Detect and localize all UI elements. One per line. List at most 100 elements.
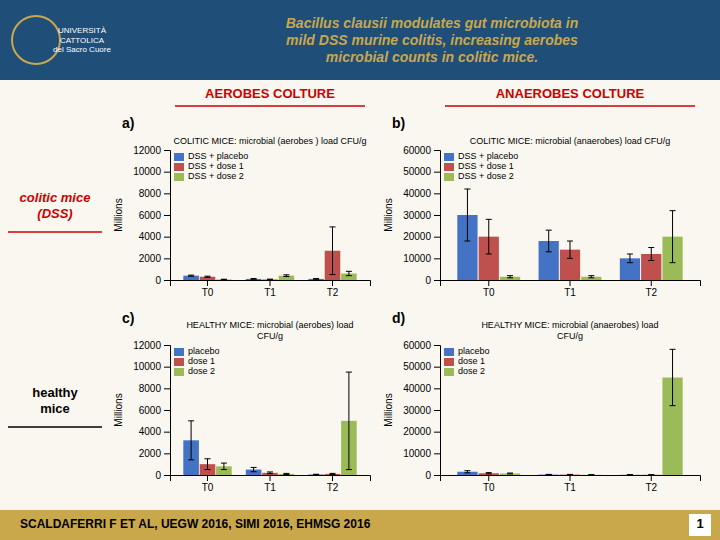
legend-label: DSS + dose 1 (188, 161, 244, 171)
tick-label: 50000 (403, 166, 431, 177)
page-title: Bacillus clausii modulates gut microbiot… (286, 15, 579, 65)
tick-label: T0 (202, 287, 214, 298)
row-label-rule (8, 426, 102, 428)
legend-swatch (444, 358, 454, 366)
tick-mark (434, 172, 440, 173)
y-tick: 6000 (139, 405, 170, 416)
row-label-rule (8, 231, 102, 233)
error-bar (464, 189, 470, 241)
bar (216, 279, 232, 280)
error-bar (567, 474, 573, 475)
tick-mark (434, 432, 440, 433)
bar (262, 473, 278, 475)
tick-label: 6000 (139, 210, 162, 221)
x-axis: T0T1T2 (171, 280, 371, 298)
text-line: CATTOLICA (60, 36, 105, 45)
legend-label: dose 2 (458, 366, 485, 376)
text-line: CFU/g (557, 331, 583, 341)
bar (500, 473, 520, 475)
series (479, 219, 662, 280)
tick-mark (434, 258, 440, 259)
section-rule (175, 105, 365, 107)
bar (641, 474, 661, 475)
tick-label: 60000 (403, 340, 431, 351)
tick-label: T1 (264, 482, 276, 493)
error-bar (546, 474, 552, 475)
error-bar (346, 271, 352, 275)
error-bar (205, 459, 211, 470)
series (479, 473, 662, 475)
text-line: (DSS) (37, 206, 72, 221)
text-line: COLITIC MICE: microbial (aerobes ) load … (173, 136, 366, 146)
tick-label: 40000 (403, 383, 431, 394)
y-tick: 4000 (139, 426, 170, 437)
tick-label: T0 (202, 482, 214, 493)
tick-mark (164, 237, 170, 238)
x-axis: T0T1T2 (441, 475, 701, 493)
error-bar (627, 474, 633, 475)
text-line: UNIVERSITÀ (58, 26, 107, 35)
legend-swatch (174, 358, 184, 366)
error-bar (588, 276, 594, 278)
x-tick: T2 (327, 280, 339, 298)
axis-line (441, 281, 701, 287)
tick-mark (164, 258, 170, 259)
plot-area (183, 227, 356, 280)
axis-line (164, 151, 171, 281)
tick-mark (164, 475, 170, 476)
bar (246, 279, 262, 280)
error-bar (205, 276, 211, 277)
legend: DSS + placeboDSS + dose 1DSS + dose 2 (174, 151, 248, 181)
panel-label: c) (122, 310, 134, 326)
y-tick: 30000 (403, 405, 440, 416)
tick-label: 10000 (133, 361, 161, 372)
error-bar (267, 279, 273, 280)
text-line: mild DSS murine colitis, increasing aero… (286, 32, 578, 48)
legend: placebodose 1dose 2 (444, 346, 490, 376)
y-axis: 0100002000030000400005000060000 (403, 340, 440, 481)
y-tick: 12000 (133, 340, 170, 351)
error-bar (486, 219, 492, 254)
section-header: AEROBES COLTURE (205, 86, 335, 101)
bar (308, 279, 324, 280)
bar (479, 473, 499, 475)
tick-label: 8000 (139, 383, 162, 394)
text-line: healthy (32, 385, 78, 400)
series (216, 372, 357, 475)
text-line: colitic mice (20, 190, 91, 205)
tick-mark (270, 280, 271, 286)
plot-area (183, 372, 356, 475)
tick-label: 4000 (139, 426, 162, 437)
plot-area (457, 349, 682, 475)
tick-mark (434, 345, 440, 346)
y-tick: 6000 (139, 210, 170, 221)
logo-ring (12, 16, 60, 64)
error-bar (507, 473, 513, 475)
tick-mark (164, 410, 170, 411)
y-tick: 0 (425, 470, 440, 481)
tick-mark (164, 432, 170, 433)
bar (581, 474, 601, 475)
y-tick: 30000 (403, 210, 440, 221)
text-line: COLITIC MICE: microbial (anaerobes) load… (470, 136, 671, 146)
bar (279, 276, 295, 280)
tick-label: 40000 (403, 188, 431, 199)
legend-label: placebo (458, 346, 490, 356)
tick-mark (434, 388, 440, 389)
tick-label: 10000 (133, 166, 161, 177)
y-tick: 50000 (403, 361, 440, 372)
tick-mark (332, 475, 333, 481)
y-tick: 2000 (139, 253, 170, 264)
tick-label: 2000 (139, 253, 162, 264)
error-bar (567, 241, 573, 258)
tick-label: 4000 (139, 231, 162, 242)
x-tick: T2 (645, 280, 657, 298)
y-tick: 40000 (403, 188, 440, 199)
tick-label: 0 (425, 470, 431, 481)
series (500, 211, 683, 280)
tick-mark (434, 215, 440, 216)
tick-mark (434, 475, 440, 476)
plot-area (457, 189, 682, 280)
error-bar (648, 248, 654, 261)
legend-swatch (444, 173, 454, 181)
